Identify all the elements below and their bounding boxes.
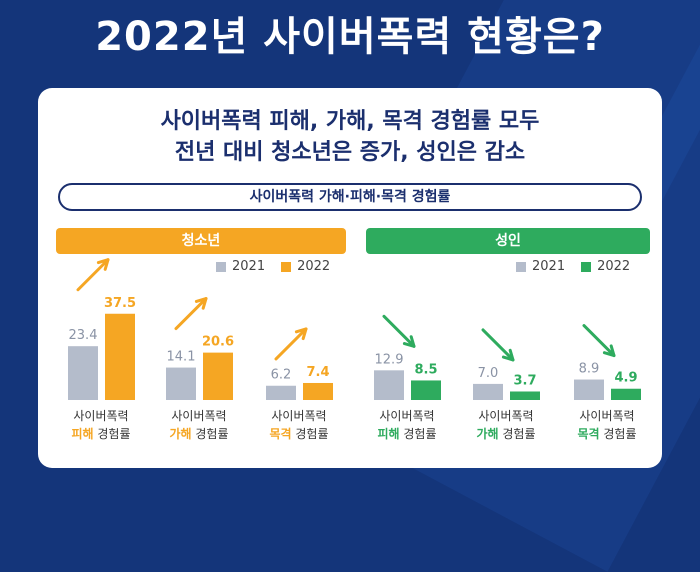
legend-swatch-2022: [581, 261, 592, 272]
category-label: 사이버폭력: [579, 409, 634, 423]
category-label-keyword: 가해 경험률: [169, 426, 228, 441]
trend-arrow-head: [194, 297, 208, 310]
headline: 사이버폭력 피해, 가해, 목격 경험률 모두 전년 대비 청소년은 증가, 성…: [38, 106, 662, 168]
trend-arrow-line: [274, 327, 308, 361]
category-label: 사이버폭력: [478, 409, 533, 423]
data-label-2021: 14.1: [167, 350, 196, 365]
trend-arrow-head: [402, 335, 416, 348]
youth-group-header: 청소년: [56, 228, 346, 254]
category-label-keyword: 피해 경험률: [377, 426, 436, 441]
trend-arrow-head: [96, 258, 110, 271]
trend-arrow-line: [481, 328, 515, 362]
bar-2022: [303, 382, 333, 400]
legend-swatch-2021: [216, 261, 226, 272]
youth-legend: 2021 2022: [216, 259, 340, 274]
bar-2022: [203, 352, 233, 400]
trend-arrow-line: [382, 314, 416, 348]
data-label-2021: 7.0: [478, 366, 499, 381]
category-label: 사이버폭력: [171, 409, 226, 423]
trend-arrow-line: [582, 324, 616, 358]
data-label-2021: 6.2: [271, 368, 292, 383]
data-label-2021: 12.9: [375, 352, 404, 367]
category-label: 사이버폭력: [379, 409, 434, 423]
content-card: 사이버폭력 피해, 가해, 목격 경험률 모두 전년 대비 청소년은 증가, 성…: [38, 88, 662, 468]
data-label-2022: 8.5: [414, 362, 437, 377]
bar-2022: [510, 391, 540, 400]
bar-2022: [411, 380, 441, 400]
bar-2021: [68, 346, 98, 400]
chart-subtitle: 사이버폭력 가해·피해·목격 경험률: [58, 183, 642, 211]
category-label-keyword: 목격 경험률: [577, 426, 636, 441]
data-label-2022: 4.9: [614, 371, 637, 386]
bar-2021: [374, 370, 404, 400]
data-label-2022: 20.6: [202, 335, 234, 350]
trend-arrow-head: [602, 344, 616, 358]
trend-arrow-line: [174, 297, 208, 331]
category-label-keyword: 가해 경험률: [476, 426, 535, 441]
trend-arrow-line: [76, 258, 110, 292]
headline-line-1: 사이버폭력 피해, 가해, 목격 경험률 모두: [160, 109, 540, 134]
bar-2021: [266, 385, 296, 400]
bar-2022: [611, 388, 641, 400]
category-label-keyword: 목격 경험률: [269, 426, 328, 441]
legend-label-2021: 2021: [532, 259, 566, 274]
bar-2021: [473, 383, 503, 400]
legend-swatch-2021: [516, 261, 526, 272]
headline-line-2: 전년 대비 청소년은 증가, 성인은 감소: [174, 140, 526, 165]
adult-group-header: 성인: [366, 228, 650, 254]
legend-label-2022: 2022: [297, 259, 331, 274]
category-label: 사이버폭력: [271, 409, 326, 423]
data-label-2021: 23.4: [69, 328, 98, 343]
legend-label-2021: 2021: [232, 259, 266, 274]
trend-arrow-head: [294, 327, 308, 341]
trend-arrow-head: [501, 348, 515, 362]
category-label-keyword: 피해 경험률: [71, 426, 130, 441]
legend-label-2022: 2022: [597, 259, 631, 274]
bar-2021: [166, 367, 196, 400]
page-title: 2022년 사이버폭력 현황은?: [95, 14, 605, 60]
bar-2022: [105, 313, 135, 400]
adult-legend: 2021 2022: [516, 259, 640, 274]
data-label-2022: 3.7: [513, 373, 536, 388]
legend-swatch-2022: [281, 261, 292, 272]
data-label-2021: 8.9: [579, 362, 600, 377]
bar-2021: [574, 379, 604, 400]
data-label-2022: 37.5: [104, 296, 136, 311]
data-label-2022: 7.4: [306, 365, 329, 380]
category-label: 사이버폭력: [73, 409, 128, 423]
